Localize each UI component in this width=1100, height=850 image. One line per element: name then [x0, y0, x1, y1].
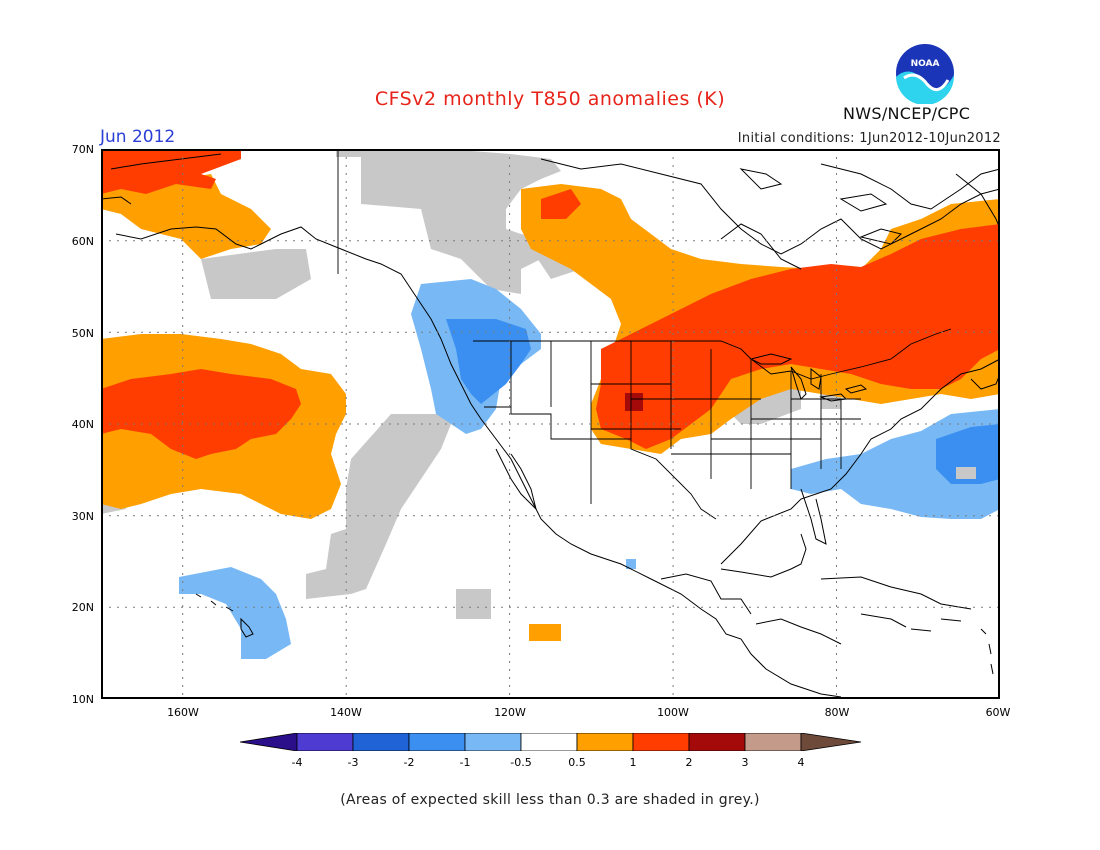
lon-label-60w: 60W — [985, 706, 1011, 719]
lat-label-10n: 10N — [71, 693, 94, 706]
lat-label-40n: 40N — [71, 418, 94, 431]
lat-label-50n: 50N — [71, 327, 94, 340]
forecast-period: Jun 2012 — [100, 127, 176, 147]
map-title: CFSv2 monthly T850 anomalies (K) — [374, 88, 726, 110]
lon-label-80w: 80W — [824, 706, 850, 719]
colorbar-label-4: 4 — [797, 756, 805, 769]
colorbar-segment-3-4 — [744, 733, 802, 751]
initial-conditions: Initial conditions: 1Jun2012-10Jun2012 — [737, 131, 1001, 146]
lon-label-100w: 100W — [657, 706, 689, 719]
colorbar-label-0.5: 0.5 — [568, 756, 586, 769]
colorbar-segment-minus1-minus0.5 — [464, 733, 522, 751]
islands — [195, 168, 994, 675]
lat-label-30n: 30N — [71, 510, 94, 523]
map-frame — [101, 149, 1000, 699]
colorbar-label-minus3: -3 — [347, 756, 359, 769]
colorbar-label-1: 1 — [629, 756, 637, 769]
colorbar-label-minus1: -1 — [459, 756, 471, 769]
negative-anomaly-areas — [179, 279, 1000, 659]
lon-label-140w: 140W — [330, 706, 362, 719]
lat-label-20n: 20N — [71, 601, 94, 614]
colorbar-label-minus0.5: -0.5 — [510, 756, 532, 769]
colorbar-segment-minus3-minus2 — [352, 733, 410, 751]
colorbar-segment-below-minus4 — [240, 733, 298, 751]
logo-lettering: NOAA — [911, 59, 940, 69]
colorbar-label-minus4: -4 — [291, 756, 303, 769]
colorbar-segment-neutral — [520, 733, 578, 751]
great-lakes — [749, 353, 868, 402]
colorbar-segment-above-4 — [800, 733, 862, 751]
lon-label-160w: 160W — [167, 706, 199, 719]
anomaly-2-3-areas — [625, 393, 643, 411]
graticule — [101, 149, 1000, 699]
colorbar-label-3: 3 — [741, 756, 749, 769]
anomaly-1-2-areas — [101, 149, 1000, 459]
agency-label: NWS/NCEP/CPC — [843, 104, 971, 123]
colorbar-segment-minus2-minus1 — [408, 733, 466, 751]
colorbar-segment-minus4-minus3 — [296, 733, 354, 751]
political-borders — [337, 149, 952, 520]
lat-label-60n: 60N — [71, 235, 94, 248]
map-panel — [101, 149, 1000, 699]
colorbar-label-minus2: -2 — [403, 756, 415, 769]
colorbar — [240, 733, 862, 751]
skill-footnote: (Areas of expected skill less than 0.3 a… — [340, 792, 760, 808]
lat-label-70n: 70N — [71, 143, 94, 156]
lon-label-120w: 120W — [494, 706, 526, 719]
colorbar-segment-1-2 — [632, 733, 690, 751]
coastlines — [101, 153, 1000, 698]
colorbar-label-2: 2 — [685, 756, 693, 769]
colorbar-segment-2-3 — [688, 733, 746, 751]
noaa-logo-icon: NOAA — [896, 44, 955, 104]
colorbar-segment-0.5-1 — [576, 733, 634, 751]
